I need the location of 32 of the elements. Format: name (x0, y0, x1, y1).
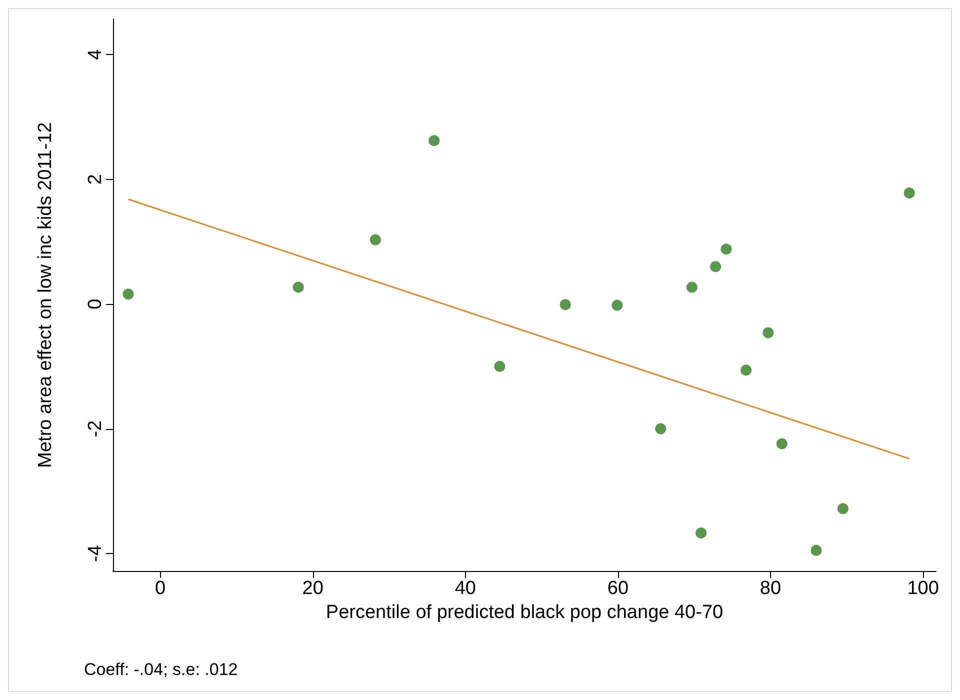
point (686, 282, 698, 293)
x-tick-label: 60 (607, 578, 629, 599)
point (122, 288, 134, 300)
x-tick-label: 40 (454, 578, 476, 599)
point (560, 299, 571, 310)
point (494, 360, 506, 372)
point (710, 261, 722, 272)
x-tick-label: 100 (907, 578, 939, 599)
point (837, 503, 848, 514)
point (810, 544, 822, 556)
point (292, 282, 304, 293)
y-tick-label: -4 (85, 544, 106, 562)
x-axis-title: Percentile of predicted black pop change 40-70 (326, 602, 724, 623)
point (776, 438, 788, 450)
point (428, 135, 440, 146)
y-tick-label: 2 (85, 174, 106, 185)
point (370, 234, 381, 246)
point (740, 364, 752, 376)
x-tick-label: 20 (302, 578, 324, 599)
point (904, 188, 915, 199)
point (720, 244, 732, 255)
y-axis-title: Metro area effect on low inc kids 2011-12 (35, 122, 56, 468)
y-tick-label: -2 (85, 420, 106, 438)
text: Coeff: -.04; s.e: .012 (84, 660, 238, 679)
x-tick-label: 80 (760, 578, 782, 599)
point (762, 327, 774, 338)
x-tick-label: 0 (155, 578, 166, 599)
point (655, 423, 666, 434)
y-tick-label: 4 (85, 48, 106, 60)
point (696, 527, 707, 538)
y-tick-label: 0 (85, 298, 106, 310)
point (612, 300, 623, 311)
